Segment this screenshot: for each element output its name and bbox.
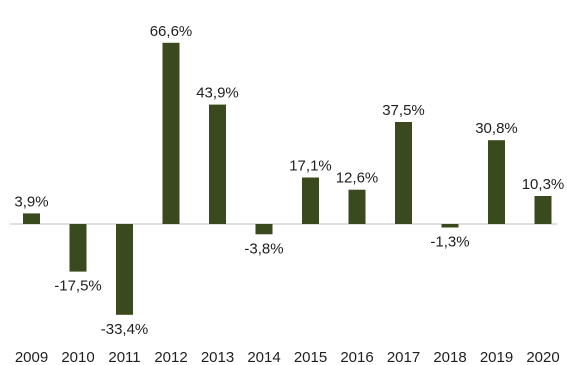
- data-label-2016: 12,6%: [336, 170, 379, 187]
- data-label-2015: 17,1%: [289, 158, 332, 175]
- bar-2014: [255, 224, 273, 235]
- bar-2020: [534, 196, 552, 224]
- bar-2011: [116, 224, 133, 315]
- data-label-2019: 30,8%: [475, 120, 518, 137]
- bar-2016: [348, 189, 366, 224]
- data-label-2020: 10,3%: [522, 176, 565, 193]
- x-tick-2015: 2015: [294, 349, 327, 365]
- bar-2017: [395, 122, 412, 224]
- x-tick-2009: 2009: [15, 349, 48, 365]
- bar-2019: [488, 140, 505, 224]
- x-axis-tick-labels: 2009 2010 2011 2012 2013 2014 2015 2016 2017 2018…: [15, 349, 560, 365]
- data-labels-group: 3,9% -17,5% -33,4% 66,6% 43,9% -3,8% 17,1%12,6…: [14, 23, 564, 338]
- x-tick-2010: 2010: [61, 349, 94, 365]
- bar-2012: [162, 42, 180, 224]
- data-label-2014: -3,8%: [244, 240, 283, 257]
- data-label-2010: -17,5%: [54, 278, 102, 295]
- x-tick-2020: 2020: [526, 349, 559, 365]
- bar-2010: [69, 224, 87, 272]
- x-tick-2018: 2018: [433, 349, 466, 365]
- bar-2015: [302, 177, 319, 224]
- x-tick-2019: 2019: [480, 349, 513, 365]
- bar-2018: [441, 224, 459, 228]
- x-tick-2012: 2012: [154, 349, 187, 365]
- x-tick-2016: 2016: [340, 349, 373, 365]
- data-label-2009: 3,9%: [14, 193, 48, 210]
- data-label-2012: 66,6%: [150, 23, 193, 40]
- x-tick-2017: 2017: [387, 349, 420, 365]
- bars-group: [23, 42, 552, 315]
- bar-2013: [209, 104, 226, 224]
- x-tick-2011: 2011: [108, 349, 140, 365]
- data-label-2017: 37,5%: [382, 102, 425, 119]
- data-label-2013: 43,9%: [196, 85, 239, 102]
- x-tick-2014: 2014: [247, 349, 280, 365]
- data-label-2018: -1,3%: [430, 234, 469, 251]
- bar-2009: [23, 213, 40, 224]
- x-tick-2013: 2013: [201, 349, 234, 365]
- data-label-2011: -33,4%: [101, 321, 149, 338]
